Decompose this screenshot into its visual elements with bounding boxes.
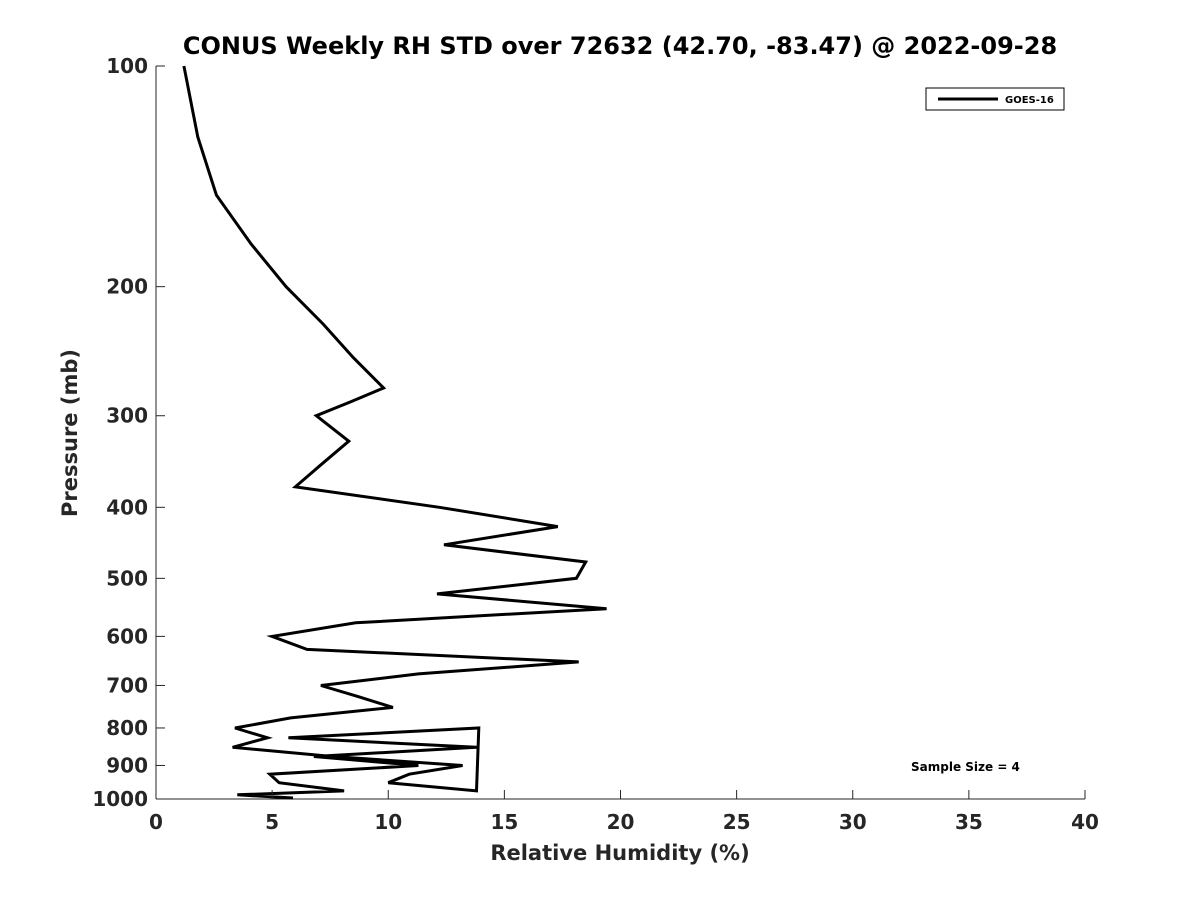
legend-label-goes-16: GOES-16 [1005,95,1054,106]
y-tick-label: 600 [106,624,148,648]
x-axis-label: Relative Humidity (%) [490,841,749,865]
legend: GOES-16 [925,87,1065,111]
x-axis: 0 5 10 15 20 25 30 35 40 [149,790,1099,834]
y-tick-label: 100 [106,54,148,78]
series-line-goes-16 [182,65,607,800]
x-tick-label: 10 [374,810,402,834]
y-axis-label: Pressure (mb) [58,349,82,517]
y-tick-label: 400 [106,495,148,519]
sample-size-note: Sample Size = 4 [911,760,1020,774]
y-tick-label: 1000 [92,787,148,811]
y-tick-label: 500 [106,566,148,590]
y-tick-label: 800 [106,716,148,740]
y-tick-label: 300 [106,404,148,428]
x-tick-label: 25 [723,810,751,834]
y-tick-label: 900 [106,753,148,777]
plot-area [155,65,1085,800]
x-tick-label: 0 [149,810,163,834]
x-tick-label: 30 [839,810,867,834]
x-tick-label: 15 [490,810,518,834]
x-tick-label: 40 [1071,810,1099,834]
x-tick-label: 20 [607,810,635,834]
x-tick-label: 5 [265,810,279,834]
y-axis: 100 200 300 400 500 600 700 800 900 1000 [92,54,165,811]
y-tick-label: 200 [106,275,148,299]
y-tick-label: 700 [106,673,148,697]
chart-title: CONUS Weekly RH STD over 72632 (42.70, -… [183,32,1057,60]
x-tick-label: 35 [955,810,983,834]
